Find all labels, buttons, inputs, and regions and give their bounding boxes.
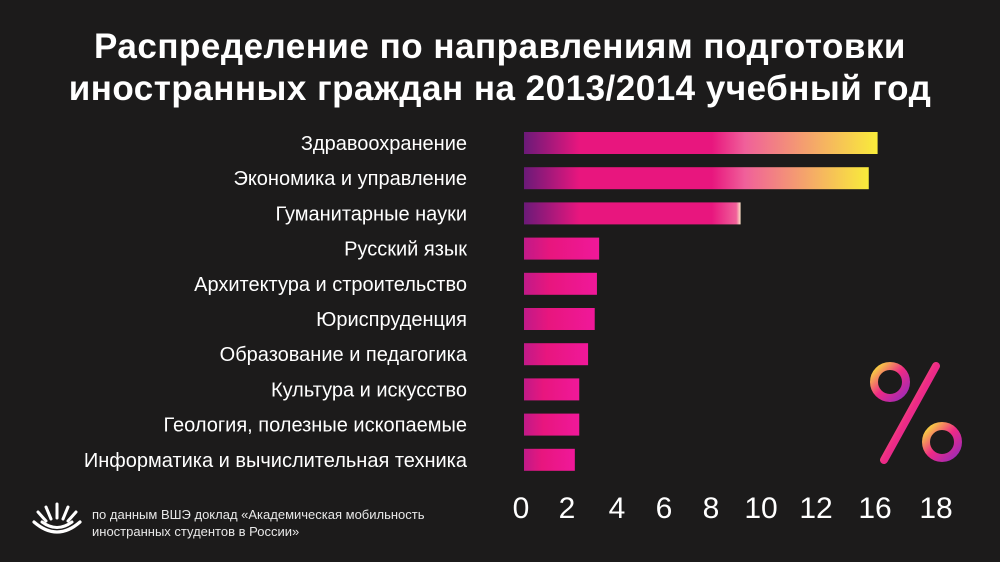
bar-3 <box>524 202 741 225</box>
bar-5 <box>524 272 597 295</box>
bar-10 <box>524 448 575 471</box>
category-label-4: Русский язык <box>344 239 467 261</box>
category-label-8: Культура и искусство <box>271 379 467 401</box>
x-tick-label-0: 0 <box>513 492 530 525</box>
bar-4 <box>524 237 600 260</box>
category-label-7: Образование и педагогика <box>220 344 468 366</box>
x-tick-label-8: 8 <box>703 492 720 525</box>
x-tick-label-10: 10 <box>744 492 777 525</box>
x-tick-labels-layer: 0 2 4 6 8 10 12 16 18 <box>513 492 953 525</box>
source-line-2: иностранных студентов в России» <box>92 524 300 539</box>
bar-1 <box>524 132 878 154</box>
bar-8 <box>524 378 580 401</box>
x-tick-label-16: 16 <box>858 492 891 525</box>
category-labels-layer: Здравоохранение Экономика и управление Гум… <box>84 133 468 472</box>
category-label-10: Информатика и вычислительная техника <box>84 450 468 472</box>
x-tick-label-6: 6 <box>656 492 673 525</box>
bar-7 <box>524 343 589 366</box>
source-note: по данным ВШЭ доклад «Академическая моби… <box>92 506 492 540</box>
title-line-1: Распределение по направлениям подготовки <box>94 27 906 66</box>
source-line-1: по данным ВШЭ доклад «Академическая моби… <box>92 507 425 522</box>
bar-9 <box>524 413 580 436</box>
x-tick-label-4: 4 <box>609 492 626 525</box>
bars-layer <box>524 132 878 471</box>
x-tick-label-18: 18 <box>919 492 952 525</box>
category-label-6: Юриспруденция <box>316 309 467 331</box>
bar-6 <box>524 308 595 330</box>
category-label-1: Здравоохранение <box>301 133 467 155</box>
chart-title: Распределение по направлениям подготовки… <box>0 26 1000 110</box>
percent-icon <box>870 362 962 464</box>
category-label-5: Архитектура и строительство <box>194 274 467 296</box>
category-label-9: Геология, полезные ископаемые <box>164 415 467 437</box>
category-label-2: Экономика и управление <box>233 168 467 190</box>
title-line-2: иностранных граждан на 2013/2014 учебный… <box>68 69 932 108</box>
bar-2 <box>524 167 869 190</box>
category-label-3: Гуманитарные науки <box>275 203 467 225</box>
x-tick-label-2: 2 <box>559 492 576 525</box>
sun-rays-logo-icon <box>32 502 82 534</box>
x-tick-label-12: 12 <box>799 492 832 525</box>
